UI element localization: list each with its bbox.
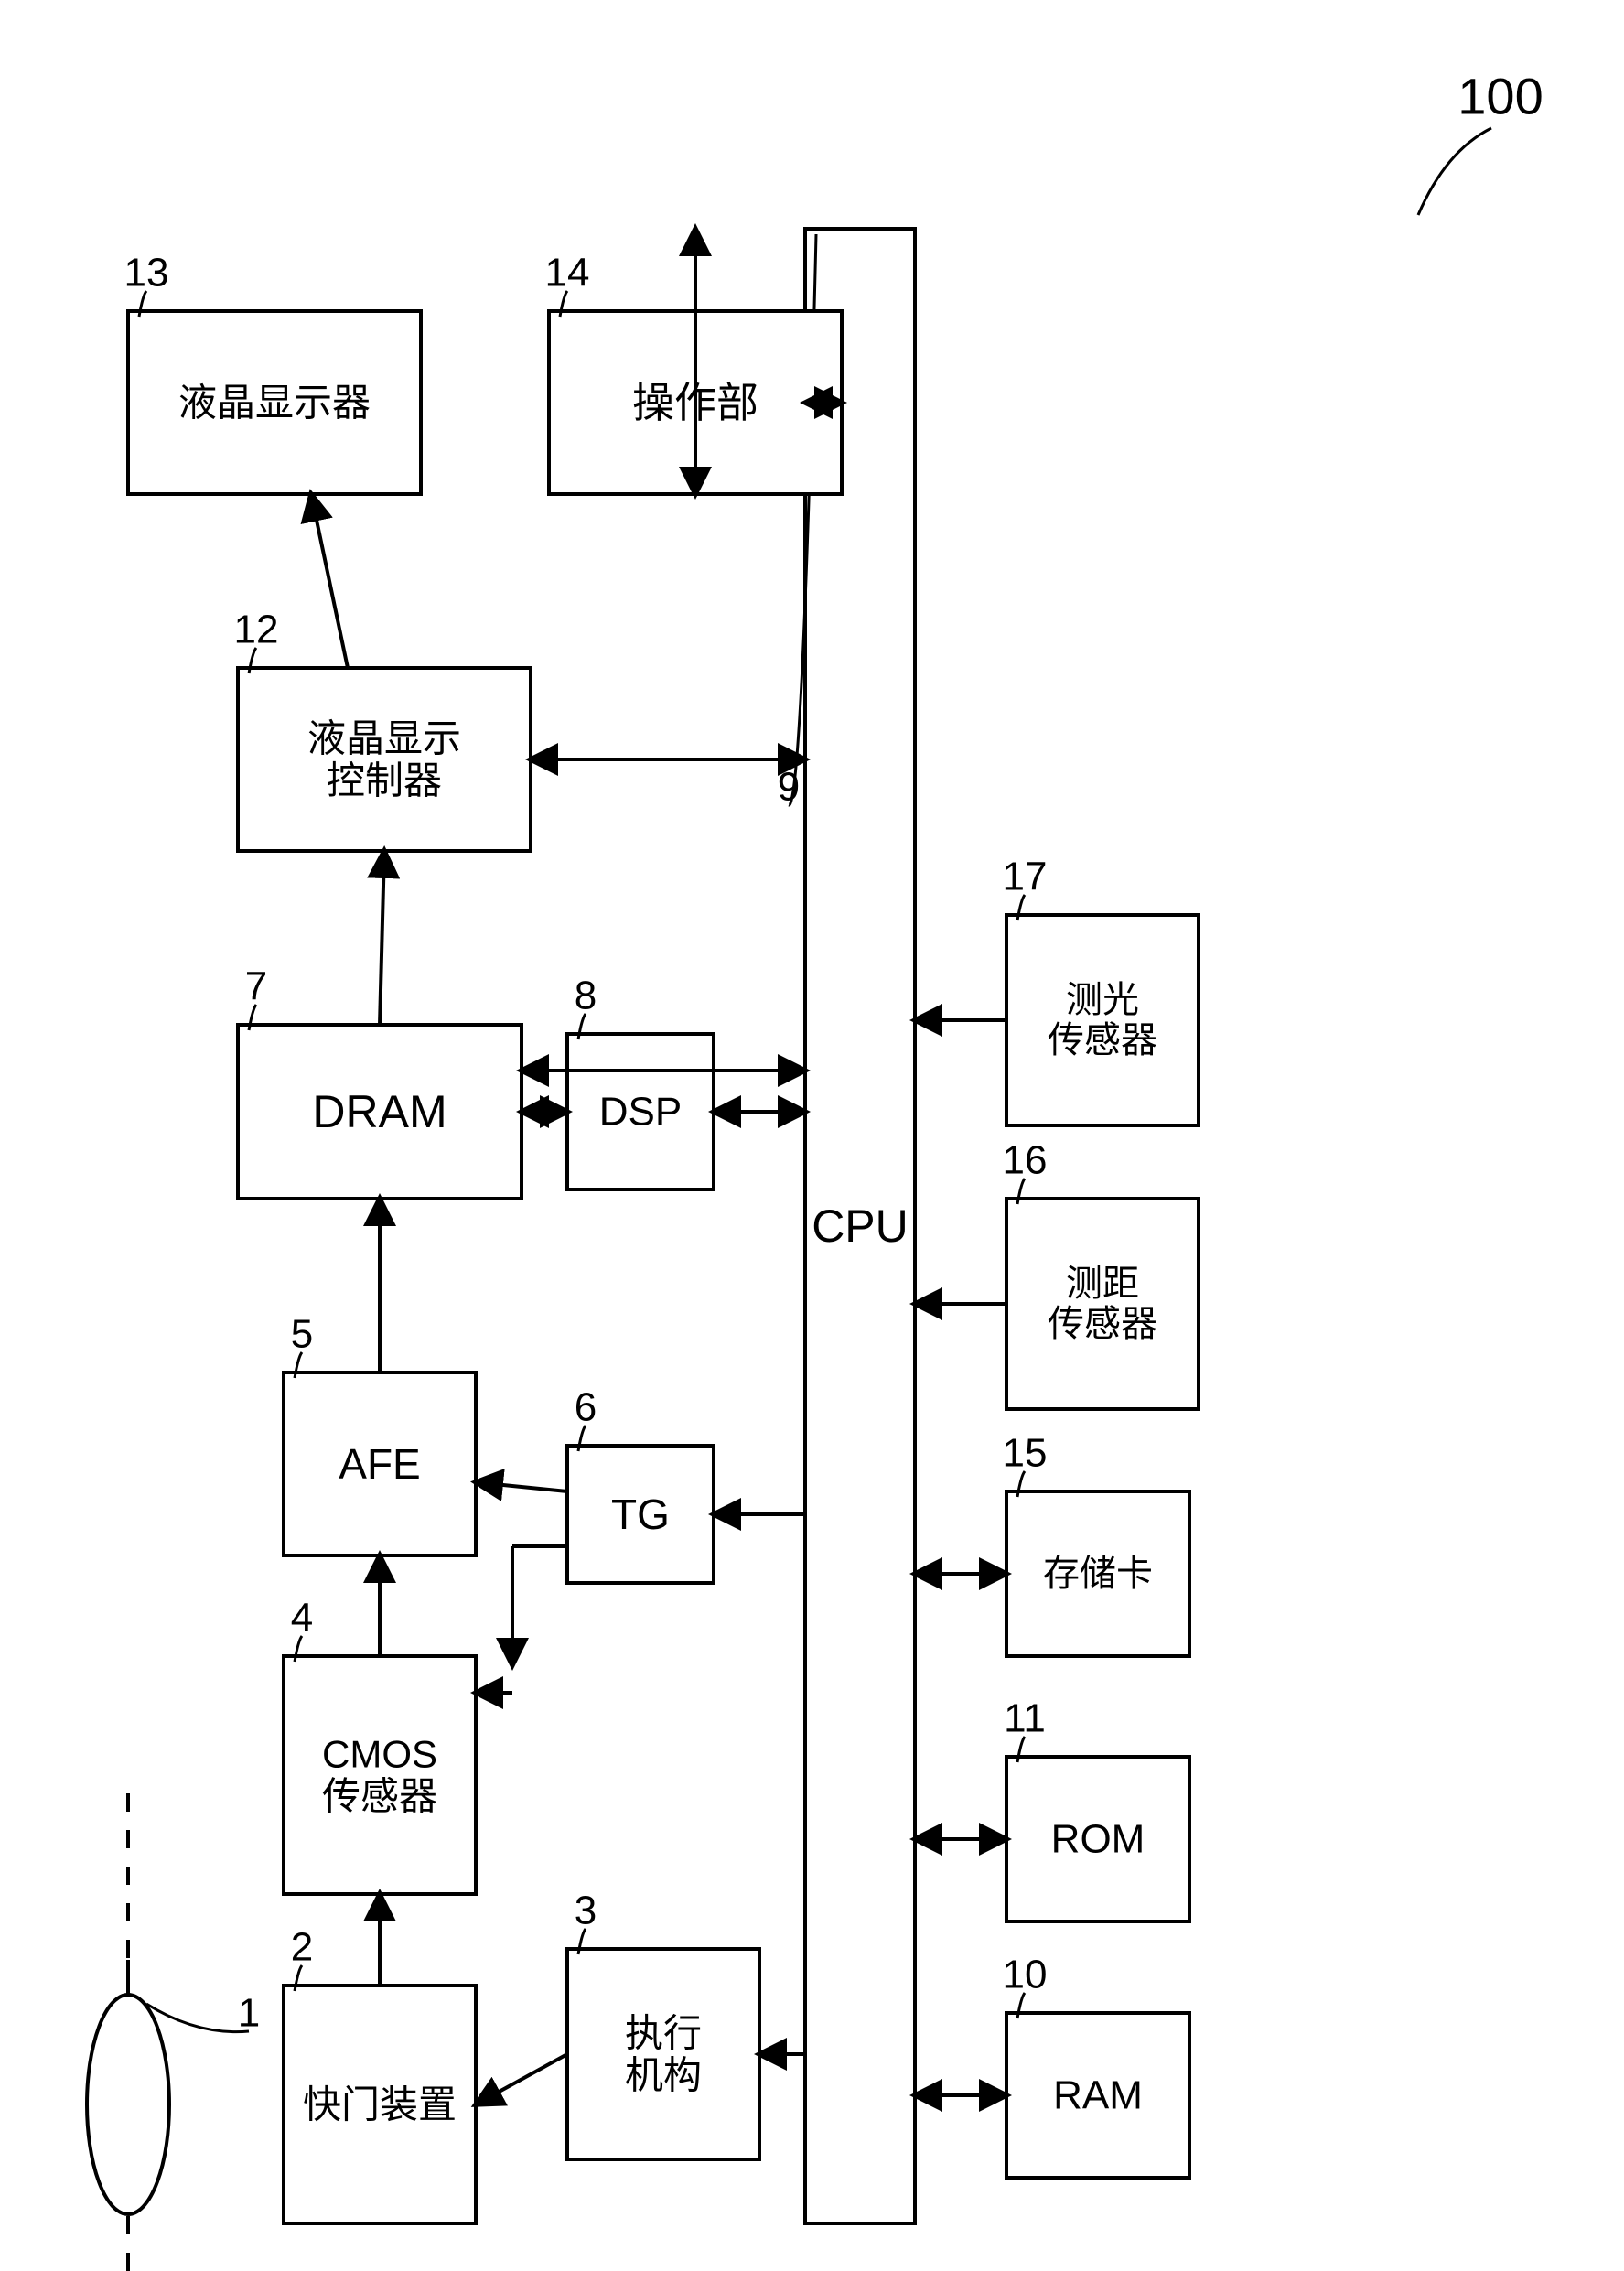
svg-text:4: 4 [291,1596,313,1641]
svg-text:16: 16 [1003,1138,1048,1183]
svg-text:RAM: RAM [1053,2073,1143,2118]
svg-text:2: 2 [291,1925,313,1970]
svg-text:执行: 执行 [625,2011,702,2054]
lens [87,1995,169,2214]
svg-text:机构: 机构 [625,2054,702,2097]
svg-text:TG: TG [611,1491,670,1538]
svg-text:AFE: AFE [339,1440,420,1488]
svg-text:传感器: 传感器 [1048,1304,1157,1344]
svg-text:10: 10 [1003,1953,1048,1997]
svg-text:测光: 测光 [1066,980,1139,1020]
svg-text:14: 14 [545,251,590,296]
svg-text:传感器: 传感器 [1048,1020,1157,1060]
svg-text:17: 17 [1003,855,1048,899]
svg-text:8: 8 [575,974,597,1018]
svg-text:液晶显示器: 液晶显示器 [178,382,371,425]
svg-text:控制器: 控制器 [327,759,442,802]
svg-text:6: 6 [575,1385,597,1430]
svg-text:13: 13 [124,251,169,296]
svg-text:15: 15 [1003,1431,1048,1476]
svg-text:7: 7 [245,964,267,1009]
svg-text:CMOS: CMOS [322,1732,437,1775]
svg-text:测距: 测距 [1066,1264,1139,1304]
svg-text:5: 5 [291,1312,313,1357]
svg-text:ROM: ROM [1051,1817,1145,1862]
block-diagram: 1001快门装置2执行机构3CMOS传感器4AFE5TG6DRAM7DSP8CP… [0,0,1624,2271]
svg-text:12: 12 [234,608,279,652]
svg-text:DRAM: DRAM [312,1086,446,1137]
svg-text:快门装置: 快门装置 [303,2083,457,2126]
svg-text:100: 100 [1457,68,1543,125]
svg-text:CPU: CPU [812,1200,909,1252]
svg-text:DSP: DSP [599,1090,682,1135]
svg-text:液晶显示: 液晶显示 [307,716,461,759]
svg-text:1: 1 [238,1991,260,2036]
svg-text:传感器: 传感器 [322,1775,437,1818]
svg-text:3: 3 [575,1889,597,1933]
svg-text:存储卡: 存储卡 [1043,1554,1153,1594]
svg-text:11: 11 [1004,1696,1046,1741]
